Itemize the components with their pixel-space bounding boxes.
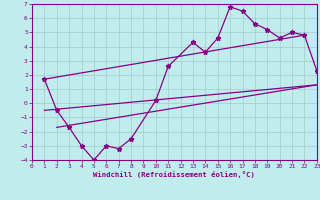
X-axis label: Windchill (Refroidissement éolien,°C): Windchill (Refroidissement éolien,°C): [93, 171, 255, 178]
